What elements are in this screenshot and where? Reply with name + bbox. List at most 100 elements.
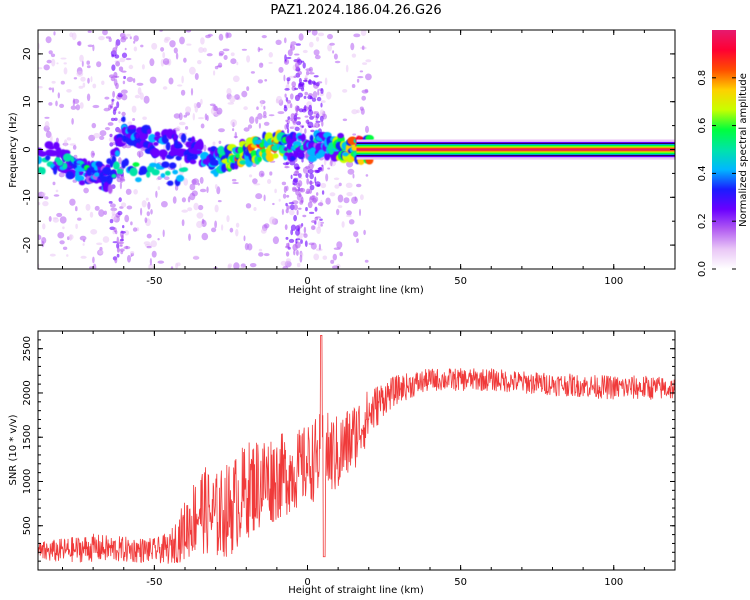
spectrogram-cell — [284, 93, 287, 98]
spectrogram-cell — [312, 91, 318, 99]
spectrogram-cell — [263, 121, 270, 126]
spectrogram-cell — [41, 237, 47, 244]
spectrogram-cell — [245, 203, 252, 209]
spectrogram-cell — [119, 175, 125, 181]
spectrogram-cell — [90, 229, 98, 235]
spectrogram-cell — [268, 52, 273, 58]
spectrogram-cell — [168, 77, 174, 85]
spectrogram-cell — [303, 79, 308, 82]
spectrogram-cell — [317, 167, 323, 171]
spectrogram-cell — [63, 139, 68, 147]
spectrogram-cell — [233, 262, 240, 269]
spectrogram-cell — [129, 36, 132, 40]
spectrogram-cell — [308, 66, 313, 73]
spectrogram-cell — [293, 113, 299, 116]
spectrogram-cell — [176, 174, 185, 182]
spectrogram-cell — [243, 235, 246, 242]
spectrogram-cell — [325, 173, 329, 182]
spectrogram-cell — [278, 198, 281, 202]
spectrogram-cell — [181, 167, 189, 172]
spectrogram-cell — [313, 75, 319, 78]
spectrogram-cell — [163, 144, 166, 151]
spectrogram-cell — [120, 230, 126, 234]
spectrogram-cell — [176, 262, 181, 267]
spectrogram-cell — [87, 30, 92, 33]
spectrogram-cell — [297, 70, 303, 76]
spectrogram-cell — [283, 186, 287, 193]
spectrogram-cell — [170, 266, 174, 269]
spectrogram-cell — [44, 116, 50, 119]
spectrogram-cell — [320, 221, 325, 224]
spectrogram-cell — [275, 39, 282, 45]
spectrogram-cell — [123, 158, 129, 167]
spectrogram-cell — [317, 220, 322, 229]
spectrogram-cell — [361, 45, 365, 51]
spectrogram-cell — [214, 204, 219, 213]
spectrogram-cell — [286, 122, 289, 129]
spectrogram-cell — [309, 115, 314, 120]
spectrogram-cell — [249, 174, 253, 178]
spectrogram-cell — [307, 169, 314, 174]
spectrogram-cell — [286, 99, 291, 104]
spectrogram-cell — [57, 159, 63, 166]
spectrogram-cell — [288, 202, 295, 205]
snr-x-tick-label: 50 — [454, 577, 467, 588]
spectrogram-cell — [310, 242, 317, 250]
spectrogram-cell — [110, 207, 118, 212]
spectrogram-cell — [89, 211, 94, 218]
spectrogram-cell — [59, 103, 65, 108]
spectrogram-cell — [301, 157, 304, 163]
spectrogram-cell — [304, 240, 308, 247]
spectrogram-cell — [157, 260, 165, 264]
spectrogram-cell — [116, 242, 120, 249]
spectrogram-cell — [257, 46, 261, 53]
spectrogram-cell — [59, 216, 67, 224]
spectrogram-cell — [38, 202, 41, 206]
spectrogram-cell — [38, 86, 43, 89]
spectrogram-cell — [206, 53, 213, 57]
spectrogram-cell — [255, 116, 259, 124]
spectrogram-cell — [181, 75, 184, 84]
spectrogram-cell — [274, 188, 277, 194]
colorbar-tick-label: 0.2 — [697, 213, 708, 229]
spectrogram-cell — [162, 229, 165, 238]
spectrogram-cell — [40, 167, 46, 175]
spectrogram-cell — [197, 183, 200, 186]
spectrogram-cell — [356, 183, 362, 188]
spectrogram-cell — [235, 228, 239, 237]
spectrogram-cell — [214, 220, 218, 229]
spectrogram-cell — [51, 80, 56, 84]
spectrogram-cell — [333, 177, 340, 181]
spectrogram-cell — [327, 33, 333, 40]
spectrogram-cell — [62, 162, 68, 170]
spectrogram-cell — [360, 108, 365, 115]
spectrogram-cell — [315, 248, 323, 252]
spectrogram-cell — [71, 32, 77, 41]
spectrogram-cell — [154, 131, 161, 137]
spectrogram-cell — [338, 182, 342, 187]
spectrogram-cell — [319, 218, 323, 221]
spectrogram-cell — [333, 53, 338, 60]
spectrogram-cell — [308, 72, 315, 75]
spectrogram-cell — [286, 77, 291, 82]
spectrogram-cell — [285, 258, 291, 263]
spectrogram-cell — [281, 208, 284, 215]
spectrogram-cell — [232, 182, 239, 184]
spectrogram-cell — [141, 64, 145, 70]
spectrogram-cell — [192, 113, 195, 121]
spectrogram-cell — [296, 177, 303, 180]
spectrogram-cell — [306, 178, 310, 185]
spectrogram-cell — [222, 48, 230, 52]
spectrogram-cell — [103, 107, 110, 112]
spectrogram-cell — [68, 234, 74, 240]
spectrogram-cell — [62, 226, 65, 230]
spectrogram-cell — [201, 232, 209, 241]
spectrogram-cell — [128, 64, 134, 70]
colorbar-label: Normalized spectral amplitude — [738, 73, 749, 227]
spectrogram-cell — [60, 80, 65, 85]
spectrogram-cell — [203, 144, 207, 152]
spectrogram-cell — [53, 194, 60, 197]
spectrogram-cell — [293, 204, 299, 211]
spectrogram-cell — [135, 177, 142, 183]
spectrogram-cell — [318, 149, 326, 158]
